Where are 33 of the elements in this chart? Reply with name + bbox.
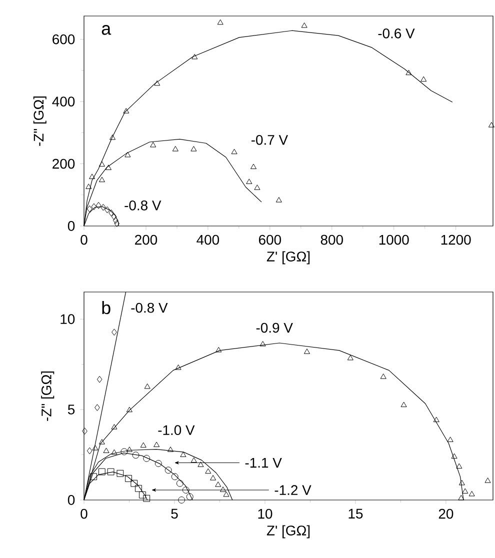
- x-axis-title: Z' [GΩ]: [266, 525, 310, 538]
- annotation: -0.8 V: [124, 200, 162, 210]
- annotation: -1.2 V: [274, 485, 312, 495]
- annotation: -1.0 V: [158, 425, 195, 436]
- y-tick-label: 200: [52, 158, 75, 169]
- x-tick-label: 1200: [441, 234, 471, 245]
- annotation: -0.8 V: [131, 302, 168, 313]
- x-tick-label: 5: [171, 508, 178, 519]
- y-tick-label: 0: [68, 495, 75, 505]
- y-axis-title: -Z" [GΩ]: [41, 371, 54, 421]
- y-axis-title: -Z" [GΩ]: [33, 96, 46, 146]
- annotation: -0.6 V: [378, 28, 415, 38]
- x-tick-label: 200: [135, 234, 158, 245]
- x-tick-label: 0: [80, 508, 88, 519]
- x-tick-label: 800: [320, 234, 343, 245]
- x-tick-label: 15: [348, 508, 363, 519]
- annotation: b: [102, 301, 110, 314]
- y-tick-label: 0: [68, 221, 75, 231]
- x-tick-label: 0: [80, 234, 88, 245]
- y-tick-label: 600: [52, 34, 75, 44]
- annotation: -0.9 V: [256, 322, 293, 333]
- y-tick-label: 10: [60, 314, 75, 324]
- annotation: -1.1 V: [245, 458, 282, 468]
- annotation: -0.7 V: [251, 134, 288, 145]
- y-tick-label: 400: [52, 96, 75, 106]
- x-tick-label: 600: [258, 234, 282, 245]
- y-tick-label: 5: [68, 404, 75, 414]
- x-tick-label: 400: [196, 234, 220, 245]
- x-axis-title: Z' [GΩ]: [266, 251, 310, 264]
- x-tick-label: 20: [438, 508, 454, 519]
- annotation: a: [102, 25, 112, 35]
- x-tick-label: 1000: [379, 234, 409, 245]
- x-tick-label: 10: [258, 508, 272, 519]
